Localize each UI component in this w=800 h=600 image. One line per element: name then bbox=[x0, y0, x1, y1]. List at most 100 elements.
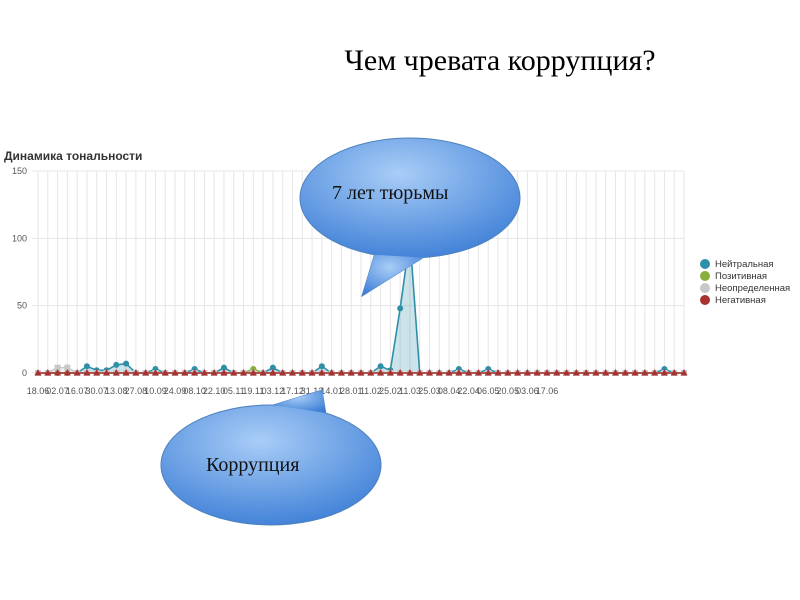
x-tick-label: 24.09 bbox=[164, 386, 187, 396]
data-point bbox=[543, 369, 551, 376]
x-tick-label: 13.08 bbox=[105, 386, 128, 396]
chart-title: Динамика тональности bbox=[4, 149, 143, 163]
data-point bbox=[416, 369, 424, 376]
data-point bbox=[426, 369, 434, 376]
x-tick-label: 03.06 bbox=[516, 386, 539, 396]
data-point bbox=[651, 369, 659, 376]
x-tick-label: 03.12 bbox=[262, 386, 285, 396]
legend-label: Негативная bbox=[715, 294, 766, 306]
legend-item-neutral[interactable]: Нейтральная bbox=[700, 258, 790, 270]
y-tick-label: 0 bbox=[22, 368, 27, 378]
x-tick-label: 25.03 bbox=[418, 386, 441, 396]
data-point bbox=[113, 361, 120, 368]
data-point bbox=[396, 369, 404, 376]
x-tick-label: 20.05 bbox=[497, 386, 520, 396]
legend-label: Нейтральная bbox=[715, 258, 774, 270]
legend-item-positive[interactable]: Позитивная bbox=[700, 270, 790, 282]
data-point bbox=[93, 369, 101, 376]
legend-label: Позитивная bbox=[715, 270, 768, 282]
x-tick-label: 27.08 bbox=[125, 386, 148, 396]
data-point bbox=[602, 369, 610, 376]
data-point bbox=[83, 369, 91, 376]
data-point bbox=[54, 364, 61, 371]
data-point bbox=[240, 369, 248, 376]
data-point bbox=[103, 369, 111, 376]
legend-item-undefined[interactable]: Неопределенная bbox=[700, 282, 790, 294]
callout-bottom bbox=[160, 389, 382, 526]
data-point bbox=[533, 369, 541, 376]
data-point bbox=[484, 369, 492, 376]
data-point bbox=[34, 369, 42, 376]
data-point bbox=[406, 369, 414, 376]
legend-label: Неопределенная bbox=[715, 282, 791, 294]
data-point bbox=[318, 369, 326, 376]
legend-swatch bbox=[700, 271, 710, 281]
callout-bottom-text: Коррупция bbox=[206, 454, 300, 476]
callout-top-text: 7 лет тюрьмы bbox=[332, 182, 449, 204]
data-point bbox=[269, 364, 276, 371]
data-point bbox=[660, 369, 668, 376]
data-point bbox=[63, 369, 71, 376]
legend-swatch bbox=[700, 283, 710, 293]
data-point bbox=[279, 369, 287, 376]
x-tick-label: 17.06 bbox=[536, 386, 559, 396]
x-tick-label: 22.04 bbox=[457, 386, 480, 396]
x-tick-label: 28.01 bbox=[340, 386, 363, 396]
x-tick-label: 02.07 bbox=[46, 386, 69, 396]
x-tick-label: 06.05 bbox=[477, 386, 500, 396]
data-point bbox=[83, 363, 90, 370]
data-point bbox=[171, 369, 179, 376]
data-point bbox=[514, 369, 522, 376]
y-tick-label: 100 bbox=[12, 233, 27, 243]
y-tick-label: 50 bbox=[17, 301, 27, 311]
data-point bbox=[455, 369, 463, 376]
data-point bbox=[210, 369, 218, 376]
data-point bbox=[523, 369, 531, 376]
data-point bbox=[592, 369, 600, 376]
chart-series bbox=[34, 235, 688, 376]
callouts bbox=[160, 137, 521, 526]
callout-tail-fill bbox=[273, 390, 326, 413]
callout-tail-fill bbox=[362, 254, 424, 296]
data-point bbox=[670, 369, 678, 376]
data-point bbox=[308, 369, 316, 376]
data-point bbox=[73, 369, 81, 376]
x-tick-label: 19.11 bbox=[242, 386, 264, 396]
data-point bbox=[641, 369, 649, 376]
x-tick-label: 22.10 bbox=[203, 386, 226, 396]
data-point bbox=[377, 369, 385, 376]
data-point bbox=[200, 369, 208, 376]
legend-item-negative[interactable]: Негативная bbox=[700, 294, 790, 306]
data-point bbox=[357, 369, 365, 376]
data-point bbox=[220, 369, 228, 376]
x-tick-label: 30.07 bbox=[85, 386, 108, 396]
chart-legend: Нейтральная Позитивная Неопределенная Негат… bbox=[700, 258, 790, 306]
data-point bbox=[367, 369, 375, 376]
legend-swatch bbox=[700, 295, 710, 305]
data-point bbox=[64, 364, 71, 371]
x-tick-label: 18.06 bbox=[27, 386, 50, 396]
data-point bbox=[220, 364, 227, 371]
data-point bbox=[572, 369, 580, 376]
data-point bbox=[611, 369, 619, 376]
data-point bbox=[112, 369, 120, 376]
data-point bbox=[474, 369, 482, 376]
x-tick-label: 11.03 bbox=[399, 386, 421, 396]
y-tick-label: 150 bbox=[12, 166, 27, 176]
data-point bbox=[465, 369, 473, 376]
data-point bbox=[494, 369, 502, 376]
data-point bbox=[269, 369, 277, 376]
slide-title: Чем чревата коррупция? bbox=[344, 44, 656, 77]
data-point bbox=[318, 363, 325, 370]
series-negative bbox=[34, 369, 688, 376]
data-point bbox=[123, 360, 130, 367]
data-point bbox=[122, 369, 130, 376]
x-tick-label: 16.07 bbox=[66, 386, 89, 396]
data-point bbox=[230, 369, 238, 376]
data-point bbox=[142, 369, 150, 376]
x-tick-label: 17.12 bbox=[281, 386, 304, 396]
data-point bbox=[298, 369, 306, 376]
data-point bbox=[259, 369, 267, 376]
